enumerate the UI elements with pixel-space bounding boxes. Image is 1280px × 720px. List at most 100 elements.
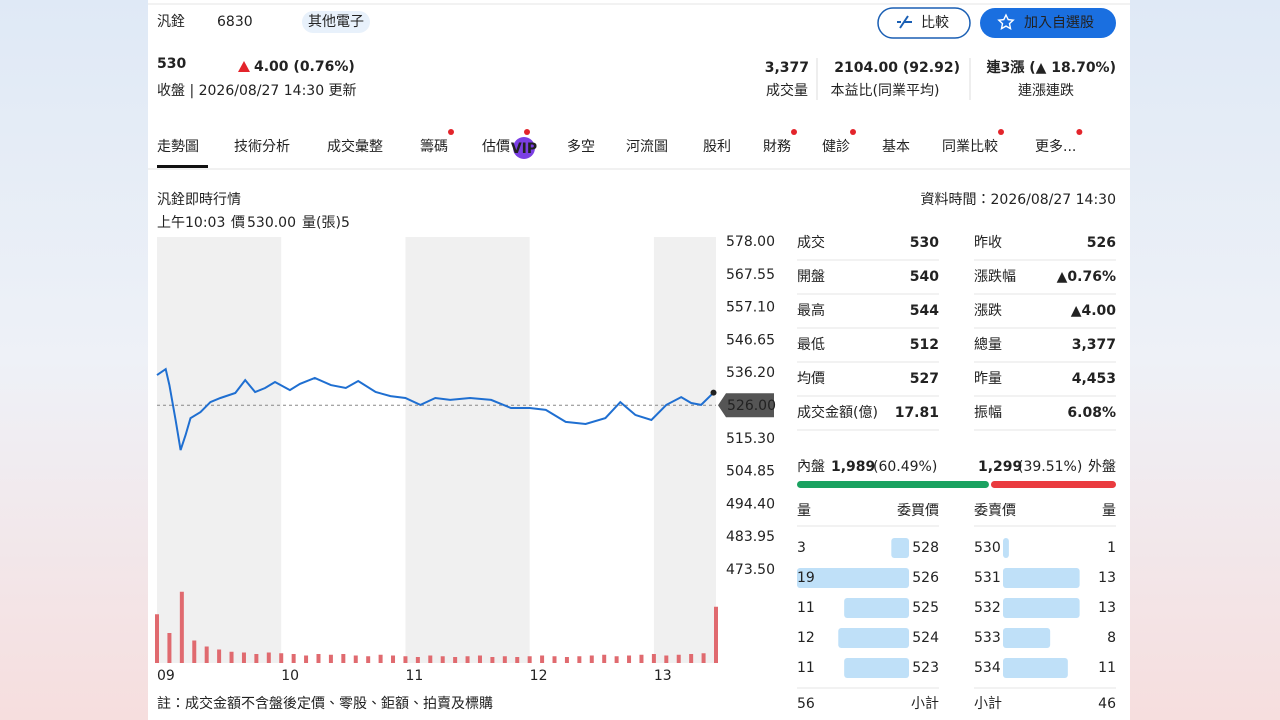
bid-bar — [844, 658, 909, 678]
info-time: 上午10:03 — [157, 215, 225, 231]
quote-label: 最低 — [797, 337, 825, 353]
watch-button[interactable] — [980, 8, 1116, 38]
volume-bar — [639, 654, 644, 663]
quote-value: 526 — [1087, 235, 1116, 251]
tab[interactable]: 同業比較 — [942, 139, 998, 155]
volume-bar — [540, 655, 545, 663]
outer-bar — [990, 481, 1116, 488]
tab-dot — [791, 129, 797, 135]
tab[interactable]: 基本 — [882, 138, 910, 155]
tab[interactable]: 籌碼 — [420, 139, 448, 155]
tab[interactable]: 更多... — [1035, 139, 1076, 155]
change: 4.00 (0.76%) — [254, 59, 355, 75]
y-tick-label: 557.10 — [726, 300, 775, 316]
volume-bar — [341, 654, 346, 663]
tab[interactable]: 河流圖 — [626, 139, 668, 155]
volume-bar — [527, 656, 532, 663]
bid-total: 56 — [797, 696, 815, 712]
ask-qty: 8 — [1107, 630, 1116, 646]
quote-label: 漲跌 — [974, 303, 1002, 319]
reference-label: 526.00 — [727, 398, 776, 414]
y-tick-label: 515.30 — [726, 431, 775, 447]
tab[interactable]: 股利 — [703, 139, 731, 155]
volume-bar — [179, 591, 184, 663]
ask-price: 533 — [974, 630, 1001, 646]
volume-bar — [254, 654, 259, 663]
volume-bar — [167, 633, 172, 663]
x-tick-label: 13 — [654, 668, 672, 684]
ask-total-label: 小計 — [974, 696, 1002, 712]
tab[interactable]: 財務 — [763, 139, 791, 155]
volume-bar — [564, 657, 569, 663]
volume-bar — [701, 653, 706, 663]
inner-value: 1,989 — [831, 459, 875, 475]
y-tick-label: 483.95 — [726, 529, 775, 545]
inner-bar — [797, 481, 989, 488]
hour-band — [405, 237, 530, 663]
tab[interactable]: 健診 — [822, 139, 850, 155]
quote-value: 527 — [910, 371, 939, 387]
tab[interactable]: 估價 — [482, 138, 510, 155]
volume-bar — [217, 649, 222, 663]
volume-bar — [664, 655, 669, 663]
tab[interactable]: 成交彙整 — [327, 138, 383, 155]
bid-total-label: 小計 — [911, 696, 939, 712]
tab-dot — [850, 129, 856, 135]
volume-bar — [279, 653, 284, 663]
volume-bar — [602, 654, 607, 663]
volume-bar — [440, 656, 445, 663]
volume-bar — [515, 657, 520, 663]
y-tick-label: 546.65 — [726, 332, 775, 348]
stock-code: 6830 — [217, 14, 253, 30]
y-tick-label: 578.00 — [726, 234, 775, 250]
backdrop-right — [1130, 0, 1280, 720]
ask-qty: 13 — [1098, 600, 1116, 616]
volume-bar — [155, 614, 159, 663]
volume-bar — [502, 656, 507, 663]
y-tick-label: 473.50 — [726, 562, 775, 578]
tab-dot — [524, 129, 530, 135]
volume-bar — [614, 656, 619, 663]
stock-name: 汎銓 — [157, 14, 185, 30]
star-icon — [997, 13, 1015, 30]
inner-pct: (60.49%) — [873, 459, 937, 475]
ask-bar — [1003, 538, 1009, 558]
x-tick-label: 10 — [281, 668, 299, 684]
tab[interactable]: 走勢圖 — [157, 139, 199, 155]
volume-bar — [204, 646, 209, 663]
bid-qty: 11 — [797, 600, 815, 616]
outer-label: 外盤 — [1088, 459, 1116, 475]
price: 530 — [157, 56, 186, 72]
bid-price: 523 — [912, 660, 939, 676]
quote-label: 振幅 — [974, 405, 1002, 421]
backdrop-left — [0, 0, 148, 720]
volume-bar — [378, 654, 383, 663]
info-volume: 5 — [341, 215, 350, 231]
quote-label: 漲跌幅 — [974, 269, 1016, 285]
tab[interactable]: 多空 — [567, 139, 595, 155]
volume-bar — [490, 657, 495, 663]
inner-label: 內盤 — [797, 459, 825, 475]
book-header: 委賣價 — [974, 502, 1016, 519]
volume-bar — [627, 655, 632, 663]
tab[interactable]: 技術分析 — [234, 139, 290, 155]
x-tick-label: 12 — [530, 668, 548, 684]
watch-label: 加入自選股 — [1024, 15, 1094, 31]
info-volume-label: 量(張) — [302, 215, 341, 231]
compare-button[interactable] — [877, 7, 971, 39]
quote-value: 540 — [910, 269, 939, 285]
volume-bar — [391, 655, 396, 663]
ask-price: 531 — [974, 570, 1001, 586]
ask-qty: 1 — [1107, 540, 1116, 556]
bid-price: 526 — [912, 570, 939, 586]
volume-bar — [353, 655, 358, 663]
volume-bar — [291, 654, 296, 663]
quote-value: 17.81 — [895, 405, 939, 421]
bid-price: 524 — [912, 630, 939, 646]
tab-dot — [1076, 129, 1083, 135]
compare-icon — [897, 15, 912, 29]
volume-bar — [689, 654, 694, 663]
stat-label: 成交量 — [766, 82, 808, 99]
bid-qty: 11 — [797, 660, 815, 676]
